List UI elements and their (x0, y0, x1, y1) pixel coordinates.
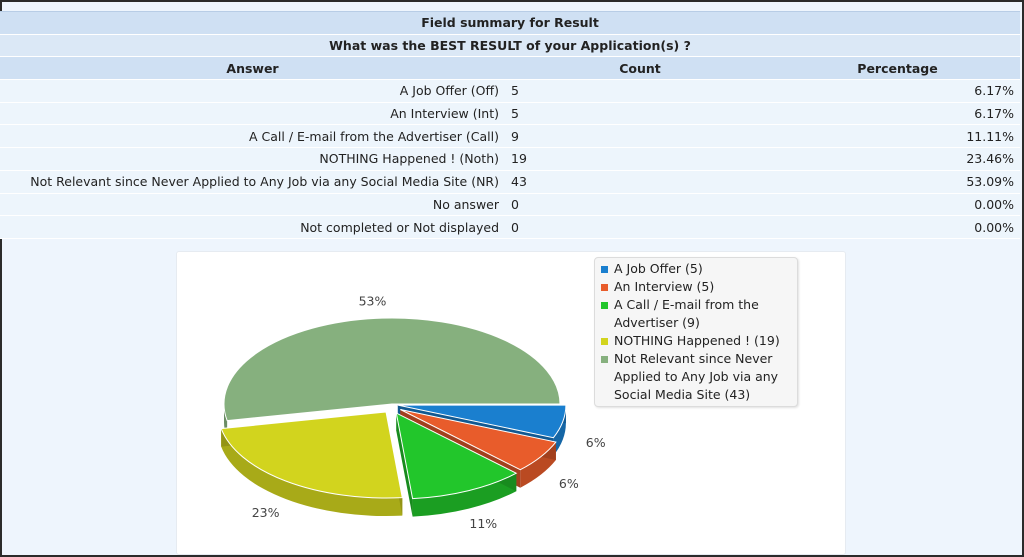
cell-percentage: 53.09% (775, 170, 1020, 194)
legend-label: Not Relevant since Never (614, 351, 773, 366)
legend-label: Advertiser (9) (614, 315, 700, 330)
column-header-count: Count (505, 56, 775, 81)
pie-slice-side (221, 428, 403, 517)
legend-label: Applied to Any Job via any (614, 369, 779, 384)
column-header-answer: Answer (0, 56, 505, 81)
cell-percentage: 11.11% (775, 124, 1020, 149)
pie-slice-label: 23% (252, 505, 280, 520)
cell-percentage: 6.17% (775, 79, 1020, 103)
cell-answer: A Job Offer (Off) (0, 79, 505, 103)
legend-item: An Interview (5) (601, 278, 791, 296)
cell-percentage: 23.46% (775, 147, 1020, 171)
cell-count: 0 (505, 215, 775, 239)
cell-percentage: 0.00% (775, 215, 1020, 239)
cell-answer: Not completed or Not displayed (0, 215, 505, 239)
legend-item: A Job Offer (5) (601, 260, 791, 278)
cell-count: 9 (505, 124, 775, 149)
legend-label: A Job Offer (5) (614, 261, 703, 276)
legend-swatch (601, 356, 608, 363)
table-row: A Job Offer (Off) 5 6.17% (0, 79, 1020, 103)
cell-count: 19 (505, 147, 775, 171)
pie-slice (223, 317, 561, 422)
question-title: What was the BEST RESULT of your Applica… (0, 34, 1020, 58)
legend-label: Social Media Site (43) (614, 387, 751, 402)
table-row: An Interview (Int) 5 6.17% (0, 102, 1020, 126)
cell-count: 43 (505, 170, 775, 194)
legend-item: A Call / E-mail from the Advertiser (9) (601, 296, 791, 332)
pie-slice (395, 412, 518, 500)
legend-item: Not Relevant since Never Applied to Any J… (601, 350, 791, 404)
cell-percentage: 0.00% (775, 193, 1020, 217)
table-title: Field summary for Result (0, 11, 1020, 35)
pie-slice-cut (396, 413, 413, 517)
table-row: Not completed or Not displayed 0 0.00% (0, 215, 1020, 239)
table-row: NOTHING Happened ! (Noth) 19 23.46% (0, 147, 1020, 171)
cell-count: 0 (505, 193, 775, 217)
pie-chart-panel: 6% 6% 11% 23% 53% (176, 251, 846, 555)
pie-slice (400, 409, 557, 471)
field-summary-table: Field summary for Result What was the BE… (0, 11, 1020, 239)
pie-slice (220, 411, 403, 499)
pie-slice-label: 11% (469, 516, 497, 531)
table-row: A Call / E-mail from the Advertiser (Cal… (0, 124, 1020, 149)
legend-item: NOTHING Happened ! (19) (601, 332, 791, 350)
legend-swatch (601, 302, 608, 309)
cell-answer: A Call / E-mail from the Advertiser (Cal… (0, 124, 505, 149)
legend-label: A Call / E-mail from the (614, 297, 759, 312)
cell-count: 5 (505, 79, 775, 103)
legend-swatch (601, 284, 608, 291)
table-row: Not Relevant since Never Applied to Any … (0, 170, 1020, 194)
pie-chart: 6% 6% 11% 23% 53% (220, 293, 606, 531)
legend-label: NOTHING Happened ! (19) (614, 333, 780, 348)
pie-slice-side (553, 405, 566, 456)
pie-slice-label: 6% (586, 435, 606, 450)
table-row: No answer 0 0.00% (0, 193, 1020, 217)
cell-count: 5 (505, 102, 775, 126)
cell-answer: Not Relevant since Never Applied to Any … (0, 170, 505, 194)
pie-slice-side (412, 473, 517, 517)
pie-slice (397, 404, 567, 439)
cell-percentage: 6.17% (775, 102, 1020, 126)
pie-slice-label: 53% (359, 293, 387, 308)
cell-answer: NOTHING Happened ! (Noth) (0, 147, 505, 171)
legend-swatch (601, 266, 608, 273)
column-header-percentage: Percentage (775, 56, 1020, 81)
chart-legend: A Job Offer (5) An Interview (5) A Call / … (594, 257, 798, 407)
pie-slice-label: 6% (559, 476, 579, 491)
cell-answer: An Interview (Int) (0, 102, 505, 126)
legend-label: An Interview (5) (614, 279, 715, 294)
legend-swatch (601, 338, 608, 345)
cell-answer: No answer (0, 193, 505, 217)
